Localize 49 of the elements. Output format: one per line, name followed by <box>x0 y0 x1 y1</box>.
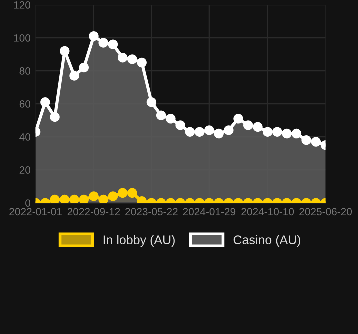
point <box>146 98 157 108</box>
point <box>60 46 70 56</box>
point <box>194 127 205 137</box>
x-tick-label: 2024-10-10 <box>242 208 294 216</box>
point <box>118 52 128 63</box>
y-tick-label: 120 <box>14 2 31 9</box>
point <box>79 62 89 73</box>
point <box>137 58 147 68</box>
x-tick-label: 2024-01-29 <box>183 208 236 216</box>
point <box>302 135 312 146</box>
y-tick-label: 100 <box>14 34 31 42</box>
x-tick-label: 2023-05-22 <box>126 208 178 216</box>
point <box>89 32 99 42</box>
point <box>108 40 118 50</box>
point <box>185 127 196 137</box>
point <box>311 137 322 147</box>
legend-label: In lobby (AU) <box>104 235 175 247</box>
point <box>79 194 89 204</box>
point <box>244 120 254 130</box>
point <box>128 54 138 64</box>
point <box>70 71 80 81</box>
point <box>262 127 273 137</box>
point <box>98 194 108 204</box>
x-tick-label: 2022-01-01 <box>10 208 62 216</box>
point <box>98 38 108 48</box>
point <box>253 122 263 132</box>
point <box>214 128 224 139</box>
point <box>40 98 50 108</box>
point <box>156 110 166 120</box>
y-tick-label: 40 <box>20 134 31 141</box>
point <box>234 114 244 124</box>
x-tick-label: 2025-06-20 <box>300 208 352 216</box>
y-tick-label: 20 <box>20 166 31 174</box>
point <box>70 194 80 204</box>
y-tick-label: 60 <box>20 100 31 108</box>
point <box>292 128 302 139</box>
point <box>166 114 176 124</box>
point <box>50 194 60 204</box>
point <box>50 112 60 122</box>
point <box>224 126 234 136</box>
y-tick-label: 80 <box>20 68 31 75</box>
point <box>272 127 282 137</box>
point <box>176 120 186 130</box>
legend-label: Casino (AU) <box>234 235 301 247</box>
point <box>60 194 70 204</box>
point <box>282 128 292 139</box>
x-tick-label: 2022-09-12 <box>68 208 120 216</box>
y-tick-label: 0 <box>26 200 31 207</box>
point <box>204 126 214 136</box>
